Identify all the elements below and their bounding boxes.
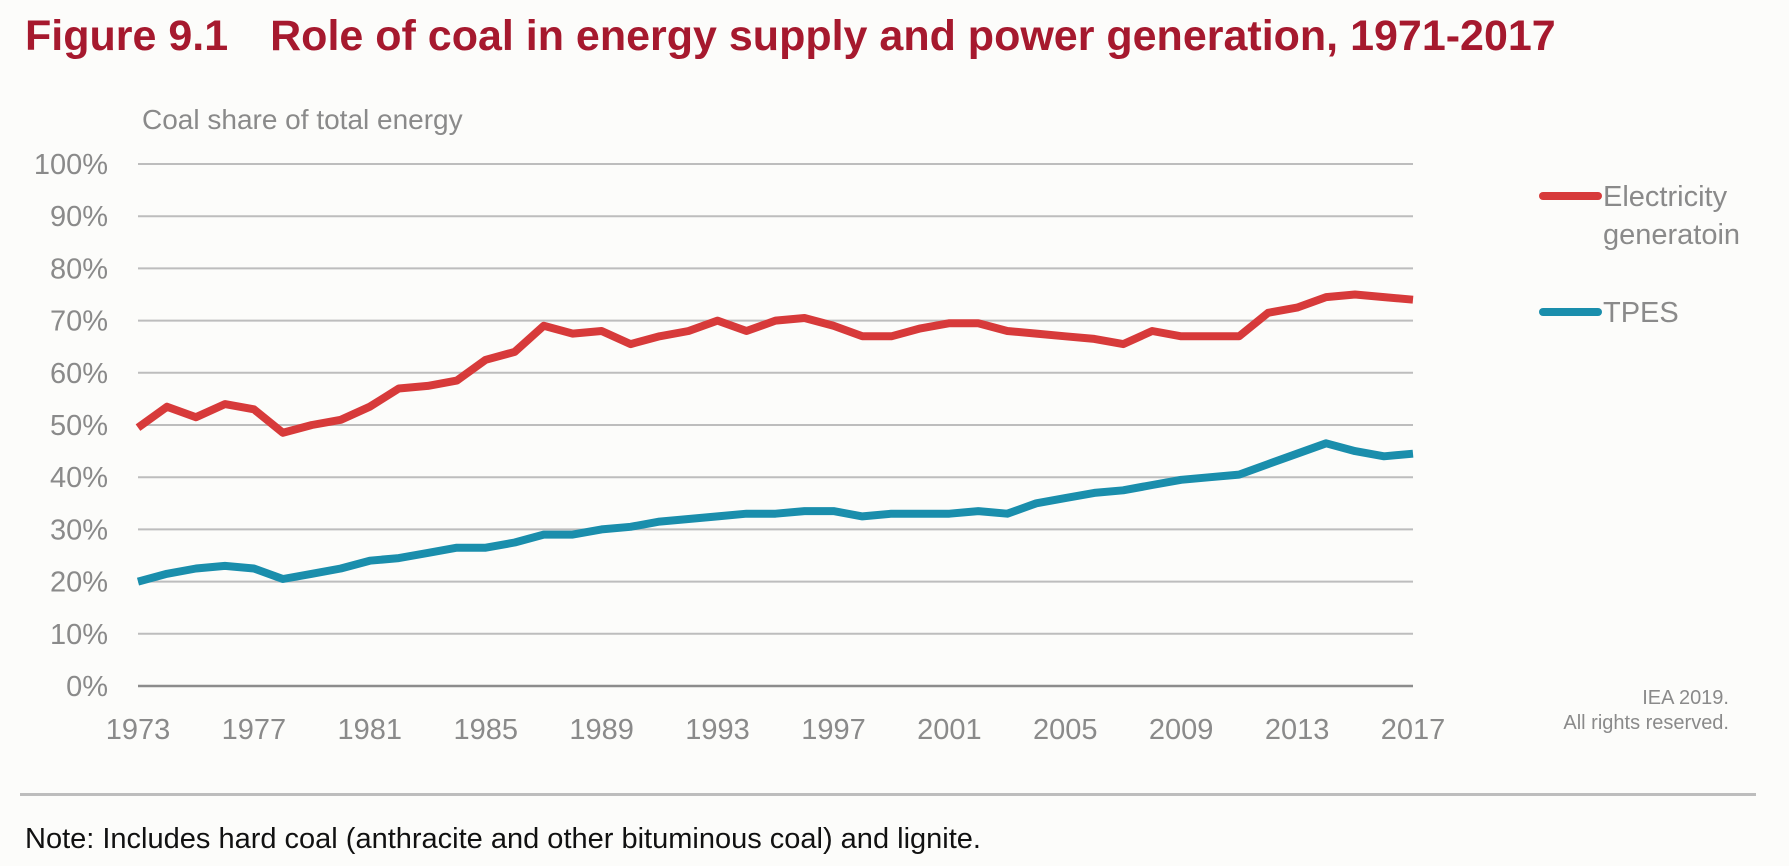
x-tick-label: 1997	[801, 714, 866, 746]
y-tick-label: 70%	[50, 306, 108, 338]
y-tick-label: 40%	[50, 462, 108, 494]
y-tick-label: 100%	[34, 149, 108, 181]
divider	[20, 793, 1756, 796]
y-tick-label: 20%	[50, 567, 108, 599]
legend-label: Electricity generatoin	[1603, 181, 1740, 251]
figure-title: Figure 9.1 Role of coal in energy supply …	[25, 12, 1556, 61]
x-tick-label: 1985	[453, 714, 518, 746]
y-axis-ticks: 0% 10% 20% 30% 40% 50% 60% 70% 80% 90% 100%	[34, 149, 108, 703]
x-tick-label: 1977	[222, 714, 287, 746]
x-tick-label: 2001	[917, 714, 982, 746]
series-lines	[135, 290, 1414, 586]
y-tick-label: 30%	[50, 514, 108, 546]
x-tick-label: 2005	[1033, 714, 1098, 746]
y-tick-label: 50%	[50, 410, 108, 442]
figure-number: Figure 9.1	[25, 12, 229, 60]
x-tick-label: 1989	[569, 714, 634, 746]
x-tick-label: 2013	[1265, 714, 1330, 746]
legend-label: TPES	[1603, 297, 1679, 329]
copyright-line-2: All rights reserved.	[1563, 712, 1729, 734]
y-tick-label: 0%	[66, 671, 108, 703]
y-axis-label: Coal share of total energy	[142, 104, 463, 135]
copyright-line-1: IEA 2019.	[1642, 687, 1729, 709]
legend: Electricity generatoin TPES	[1539, 181, 1740, 329]
x-axis-ticks: 1973 1977 1981 1985 1989 1993 1997 2001 2005 2009…	[106, 714, 1446, 746]
series-line	[135, 290, 1414, 437]
x-tick-label: 1981	[338, 714, 403, 746]
line-chart: 0%10%20%30%40%50%60%70%80%90%100% 1973 19…	[34, 104, 1740, 746]
x-tick-label: 1993	[685, 714, 750, 746]
x-tick-label: 2009	[1149, 714, 1214, 746]
x-tick-label: 2017	[1381, 714, 1446, 746]
copyright: IEA 2019. All rights reserved.	[1563, 686, 1729, 736]
y-tick-label: 60%	[50, 358, 108, 390]
series-line	[136, 439, 1414, 586]
y-tick-label: 10%	[50, 619, 108, 651]
x-tick-label: 1973	[106, 714, 171, 746]
figure-title-text: Role of coal in energy supply and power …	[270, 12, 1556, 60]
y-tick-label: 90%	[50, 201, 108, 233]
figure-note: Note: Includes hard coal (anthracite and…	[25, 823, 981, 855]
y-tick-label: 80%	[50, 253, 108, 285]
